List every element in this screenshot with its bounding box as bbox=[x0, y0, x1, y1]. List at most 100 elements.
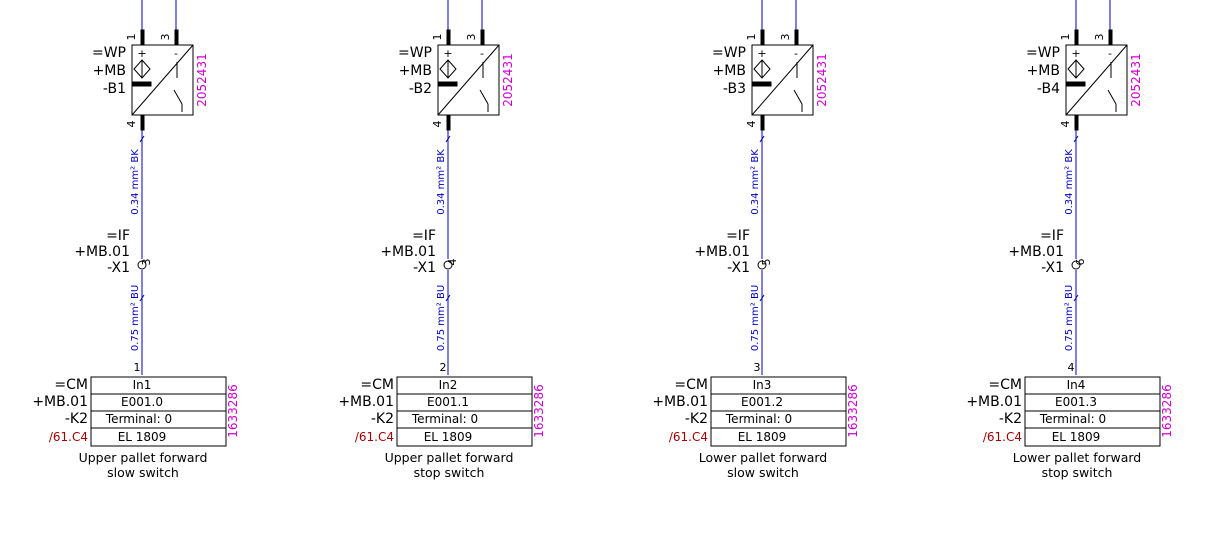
io-pin-number: 3 bbox=[754, 361, 761, 374]
sensor-pin-4 bbox=[760, 115, 765, 131]
terminal-tag-label: -X1 bbox=[1041, 260, 1064, 276]
terminal-function-label: =IF bbox=[412, 228, 436, 244]
sensor-function-label: =WP bbox=[712, 45, 746, 61]
sensor-pin-4 bbox=[446, 115, 451, 131]
io-location-label: +MB.01 bbox=[966, 394, 1022, 410]
io-address-label: E001.0 bbox=[121, 395, 163, 409]
terminal-function-label: =IF bbox=[1040, 228, 1064, 244]
sensor-pin-3 bbox=[174, 29, 179, 45]
terminal-connection-icon[interactable] bbox=[443, 260, 453, 270]
sensor-tag-label: -B3 bbox=[723, 81, 746, 97]
sensor-pin-3-label: 3 bbox=[465, 34, 478, 41]
sensor-pin-4-label: 4 bbox=[1059, 121, 1072, 128]
sensor-article-number: 2052431 bbox=[501, 53, 515, 106]
io-function-label: =CM bbox=[54, 377, 88, 393]
io-function-label: =CM bbox=[360, 377, 394, 393]
sensor-location-label: +MB bbox=[93, 63, 126, 79]
terminal-number: 3 bbox=[140, 259, 153, 266]
wire-break-mark-icon bbox=[759, 135, 765, 143]
io-channel-label: In4 bbox=[1067, 378, 1086, 392]
sensor-plus-mark: + bbox=[757, 47, 766, 60]
sensor-diagonal bbox=[437, 44, 500, 116]
terminal-tag-label: -X1 bbox=[727, 260, 750, 276]
sensor-pin-1-label: 1 bbox=[431, 34, 444, 41]
sensor-pin-1-label: 1 bbox=[125, 34, 138, 41]
wire-lower-label: 0.75 mm² BU bbox=[1064, 285, 1075, 351]
terminal-connection-icon[interactable] bbox=[137, 260, 147, 270]
terminal-tag-label: -X1 bbox=[107, 260, 130, 276]
sensor-pin-1-label: 1 bbox=[1059, 34, 1072, 41]
io-function-label: =CM bbox=[674, 377, 708, 393]
sensor-tag-label: -B4 bbox=[1037, 81, 1060, 97]
proximity-sensor-icon[interactable]: + - bbox=[131, 44, 194, 116]
io-channel-label: In1 bbox=[133, 378, 152, 392]
io-tag-label: -K2 bbox=[371, 411, 394, 427]
sensor-bar bbox=[1066, 81, 1086, 87]
terminal-location-label: +MB.01 bbox=[74, 244, 130, 260]
sensor-tag-label: -B2 bbox=[409, 81, 432, 97]
sensor-minus-mark: - bbox=[794, 47, 798, 60]
sensor-diagonal bbox=[131, 44, 194, 116]
sensor-body bbox=[751, 44, 814, 116]
sensor-bar bbox=[132, 81, 152, 87]
sensor-plus-mark: + bbox=[137, 47, 146, 60]
terminal-location-label: +MB.01 bbox=[380, 244, 436, 260]
proximity-sensor-icon[interactable]: + - bbox=[1065, 44, 1128, 116]
io-terminal-label: Terminal: 0 bbox=[725, 412, 792, 426]
sensor-contact-blade bbox=[479, 89, 489, 105]
sensor-function-label: =WP bbox=[92, 45, 126, 61]
io-function-label: =CM bbox=[988, 377, 1022, 393]
terminal-number: 6 bbox=[1074, 259, 1087, 266]
io-channel-block[interactable]: In2 E001.1 Terminal: 0 EL 1809 bbox=[396, 376, 533, 447]
sensor-diagonal bbox=[751, 44, 814, 116]
io-pin-number: 2 bbox=[440, 361, 447, 374]
sensor-pin-1 bbox=[446, 29, 451, 45]
io-cross-reference: /61.C4 bbox=[669, 430, 708, 444]
description-line-1: Lower pallet forward bbox=[699, 450, 827, 465]
wire-break-mark-icon bbox=[139, 294, 145, 302]
sensor-diagonal bbox=[1065, 44, 1128, 116]
sensor-pin-1 bbox=[140, 29, 145, 45]
io-module-label: EL 1809 bbox=[738, 430, 787, 444]
io-channel-block[interactable]: In1 E001.0 Terminal: 0 EL 1809 bbox=[90, 376, 227, 447]
sensor-location-label: +MB bbox=[399, 63, 432, 79]
io-channel-block[interactable]: In3 E001.2 Terminal: 0 EL 1809 bbox=[710, 376, 847, 447]
io-cross-reference: /61.C4 bbox=[355, 430, 394, 444]
io-module-label: EL 1809 bbox=[424, 430, 473, 444]
sensor-function-label: =WP bbox=[398, 45, 432, 61]
io-location-label: +MB.01 bbox=[32, 394, 88, 410]
io-tag-label: -K2 bbox=[999, 411, 1022, 427]
sensor-tag-label: -B1 bbox=[103, 81, 126, 97]
wire-break-mark-icon bbox=[445, 135, 451, 143]
sensor-body bbox=[437, 44, 500, 116]
proximity-sensor-icon[interactable]: + - bbox=[751, 44, 814, 116]
sensor-minus-mark: - bbox=[480, 47, 484, 60]
wire-upper-label: 0.34 mm² BK bbox=[750, 149, 761, 215]
wire-break-mark-icon bbox=[759, 294, 765, 302]
terminal-location-label: +MB.01 bbox=[694, 244, 750, 260]
io-terminal-label: Terminal: 0 bbox=[1039, 412, 1106, 426]
sensor-pin-3-label: 3 bbox=[159, 34, 172, 41]
io-article-number: 1633286 bbox=[846, 384, 860, 437]
description-line-1: Lower pallet forward bbox=[1013, 450, 1141, 465]
sensor-minus-mark: - bbox=[1108, 47, 1112, 60]
io-cross-reference: /61.C4 bbox=[983, 430, 1022, 444]
sensor-minus-mark: - bbox=[174, 47, 178, 60]
io-location-label: +MB.01 bbox=[652, 394, 708, 410]
terminal-number: 5 bbox=[760, 259, 773, 266]
io-location-label: +MB.01 bbox=[338, 394, 394, 410]
sensor-article-number: 2052431 bbox=[815, 53, 829, 106]
terminal-connection-icon[interactable] bbox=[1071, 260, 1081, 270]
terminal-connection-icon[interactable] bbox=[757, 260, 767, 270]
wire-upper-label: 0.34 mm² BK bbox=[1064, 149, 1075, 215]
proximity-sensor-icon[interactable]: + - bbox=[437, 44, 500, 116]
sensor-pin-4-label: 4 bbox=[125, 121, 138, 128]
description-line-2: stop switch bbox=[1042, 465, 1113, 480]
sensor-pin-1-label: 1 bbox=[745, 34, 758, 41]
io-channel-block[interactable]: In4 E001.3 Terminal: 0 EL 1809 bbox=[1024, 376, 1161, 447]
sensor-location-label: +MB bbox=[1027, 63, 1060, 79]
